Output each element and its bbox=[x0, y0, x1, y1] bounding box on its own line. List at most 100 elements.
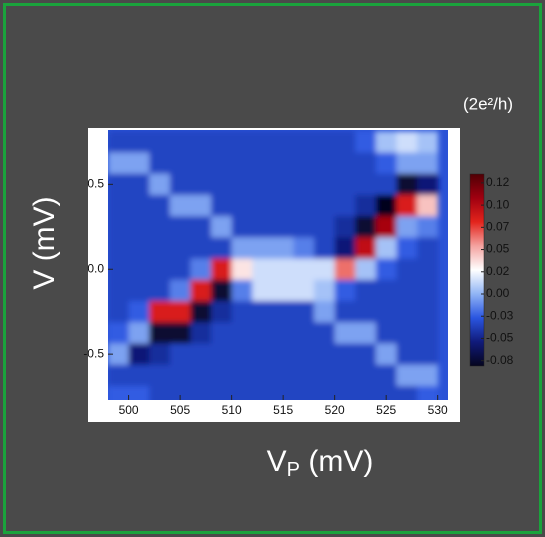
heatmap-cell bbox=[334, 343, 356, 366]
heatmap-cell bbox=[334, 364, 356, 387]
heatmap-cell bbox=[355, 173, 377, 196]
heatmap-cell bbox=[396, 322, 418, 345]
heatmap-cell bbox=[211, 216, 233, 238]
heatmap-cell bbox=[108, 152, 130, 175]
heatmap-cell bbox=[128, 258, 150, 281]
x-tick-label: 515 bbox=[273, 403, 293, 417]
heatmap-cell bbox=[334, 385, 356, 400]
heatmap-cell bbox=[108, 131, 130, 153]
heatmap-cell bbox=[293, 279, 315, 302]
heatmap-cell bbox=[128, 152, 150, 175]
heatmap-cell bbox=[334, 237, 356, 260]
heatmap-cell bbox=[211, 258, 233, 281]
heatmap-cell bbox=[211, 279, 233, 302]
heatmap-cell bbox=[231, 364, 253, 387]
heatmap-cell bbox=[108, 216, 130, 238]
heatmap-cell bbox=[252, 216, 274, 238]
heatmap-cell bbox=[375, 173, 397, 196]
heatmap-cell bbox=[375, 258, 397, 281]
heatmap-cell bbox=[128, 343, 150, 366]
heatmap-cell bbox=[355, 364, 377, 387]
heatmap-cell bbox=[108, 364, 130, 387]
y-tick-label: 0.0 bbox=[87, 261, 104, 275]
heatmap-cell bbox=[417, 131, 439, 153]
heatmap-cell bbox=[396, 152, 418, 175]
heatmap-cell bbox=[211, 301, 233, 323]
heatmap-cell bbox=[211, 343, 233, 366]
heatmap-cell bbox=[211, 237, 233, 260]
heatmap-cell bbox=[355, 301, 377, 323]
heatmap-cell bbox=[252, 131, 274, 153]
heatmap-cell bbox=[272, 258, 294, 281]
heatmap-cell bbox=[169, 301, 191, 323]
heatmap-cell bbox=[149, 364, 171, 387]
heatmap-cell bbox=[334, 194, 356, 217]
heatmap-cell bbox=[149, 322, 171, 345]
heatmap-cell bbox=[375, 131, 397, 153]
heatmap-cell bbox=[211, 194, 233, 217]
colorbar bbox=[469, 173, 485, 367]
heatmap-cell bbox=[375, 152, 397, 175]
heatmap-cell bbox=[149, 343, 171, 366]
y-tick-label: 0.5 bbox=[87, 177, 104, 191]
heatmap-cell bbox=[128, 173, 150, 196]
x-tick-label: 520 bbox=[325, 403, 345, 417]
heatmap-cell bbox=[211, 385, 233, 400]
heatmap-cell bbox=[252, 152, 274, 175]
heatmap-cell bbox=[149, 216, 171, 238]
heatmap-cell bbox=[314, 194, 336, 217]
heatmap-cell bbox=[417, 216, 439, 238]
heatmap-cell bbox=[396, 173, 418, 196]
heatmap-cell bbox=[417, 258, 439, 281]
heatmap-cell bbox=[108, 322, 130, 345]
heatmap-cell bbox=[128, 364, 150, 387]
heatmap-cell bbox=[169, 385, 191, 400]
heatmap-cell bbox=[293, 131, 315, 153]
heatmap-cell bbox=[190, 322, 212, 345]
heatmap-cell bbox=[169, 237, 191, 260]
heatmap-cell bbox=[355, 343, 377, 366]
colorbar-tick-label: -0.05 bbox=[486, 331, 514, 345]
heatmap-cell bbox=[272, 131, 294, 153]
heatmap-cell bbox=[396, 301, 418, 323]
heatmap-cell bbox=[190, 152, 212, 175]
heatmap-cell bbox=[314, 152, 336, 175]
heatmap-cell bbox=[334, 258, 356, 281]
heatmap-cell bbox=[314, 131, 336, 153]
heatmap-cell bbox=[417, 343, 439, 366]
heatmap-cell bbox=[293, 194, 315, 217]
heatmap-cell bbox=[252, 237, 274, 260]
heatmap-cell bbox=[314, 279, 336, 302]
heatmap-cell bbox=[169, 194, 191, 217]
heatmap-cell bbox=[355, 279, 377, 302]
heatmap-cell bbox=[314, 301, 336, 323]
heatmap-cell bbox=[272, 301, 294, 323]
heatmap-cell bbox=[293, 322, 315, 345]
heatmap-cell bbox=[272, 216, 294, 238]
heatmap-cell bbox=[355, 385, 377, 400]
heatmap-cell bbox=[355, 322, 377, 345]
colorbar-tick-label: -0.03 bbox=[486, 308, 514, 322]
heatmap-cell bbox=[334, 152, 356, 175]
heatmap-cell bbox=[293, 152, 315, 175]
heatmap-cell bbox=[375, 343, 397, 366]
heatmap-cell bbox=[334, 131, 356, 153]
heatmap-cell bbox=[252, 364, 274, 387]
heatmap-cell bbox=[272, 152, 294, 175]
colorbar-tick-label: 0.07 bbox=[486, 220, 510, 234]
heatmap-cell bbox=[334, 322, 356, 345]
heatmap-cell bbox=[149, 152, 171, 175]
x-tick-label: 500 bbox=[119, 403, 139, 417]
heatmap-cell bbox=[314, 237, 336, 260]
heatmap-cell bbox=[272, 343, 294, 366]
heatmap-cell bbox=[211, 364, 233, 387]
colorbar-label: (2e²/h) bbox=[463, 94, 513, 113]
heatmap-cell bbox=[169, 131, 191, 153]
heatmap-cell bbox=[169, 322, 191, 345]
heatmap-cell bbox=[314, 385, 336, 400]
colorbar-tick-label: 0.02 bbox=[486, 264, 510, 278]
heatmap-cell bbox=[190, 301, 212, 323]
heatmap-cell bbox=[190, 385, 212, 400]
heatmap-cell bbox=[417, 194, 439, 217]
heatmap-cell bbox=[272, 173, 294, 196]
